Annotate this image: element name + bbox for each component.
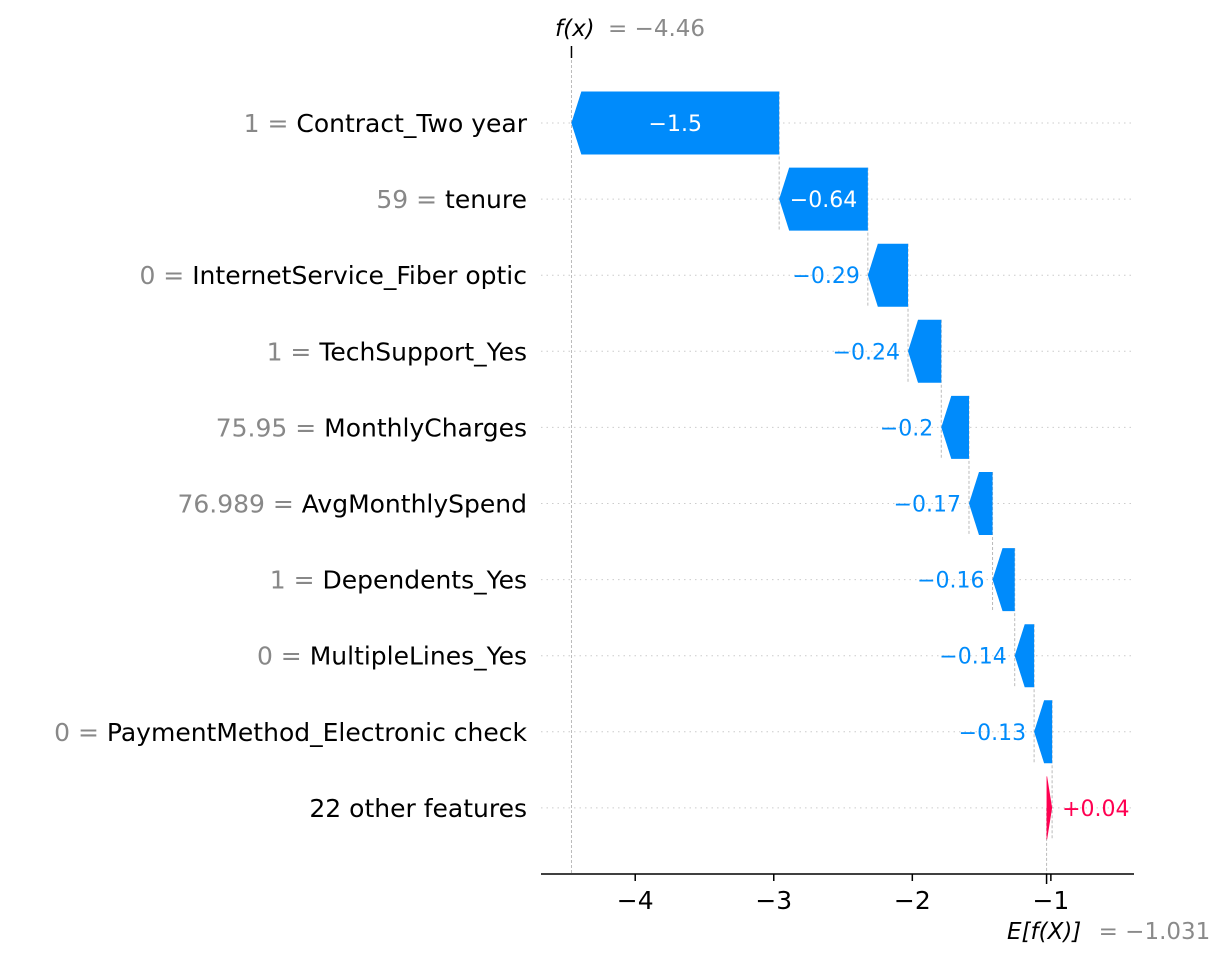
expected-value-label: E[f(X)] bbox=[1007, 919, 1081, 945]
expected-value-value: = −1.031 bbox=[1099, 919, 1211, 945]
waterfall-bar bbox=[867, 243, 909, 307]
feature-label: 1 = Contract_Two year bbox=[244, 109, 528, 138]
feature-name: TechSupport_Yes bbox=[318, 337, 527, 366]
feature-name: Dependents_Yes bbox=[322, 566, 527, 595]
bar-value-label: −0.14 bbox=[939, 645, 1006, 670]
feature-value: 1 = bbox=[267, 337, 320, 366]
feature-name: InternetService_Fiber optic bbox=[192, 261, 527, 290]
waterfall-bar bbox=[992, 548, 1015, 612]
feature-label: 0 = PaymentMethod_Electronic check bbox=[54, 718, 527, 747]
waterfall-bar bbox=[1046, 776, 1053, 840]
feature-name: 22 other features bbox=[309, 794, 527, 823]
feature-value: 0 = bbox=[257, 642, 310, 671]
waterfall-bar bbox=[571, 91, 780, 155]
feature-name: MultipleLines_Yes bbox=[310, 642, 527, 671]
waterfall-bar bbox=[779, 167, 868, 231]
bar-value-label: −0.13 bbox=[959, 721, 1026, 746]
feature-name: tenure bbox=[445, 185, 527, 214]
waterfall-bar bbox=[1014, 624, 1035, 688]
feature-value: 76.989 = bbox=[177, 490, 301, 519]
bar-value-label: −0.2 bbox=[880, 416, 933, 441]
bar-value-label: −1.5 bbox=[649, 112, 702, 137]
x-tick-label: −3 bbox=[755, 886, 792, 915]
feature-label: 22 other features bbox=[309, 794, 527, 823]
feature-labels: 1 = Contract_Two year 59 = tenure 0 = Inte… bbox=[54, 109, 528, 823]
x-tick-label: −4 bbox=[617, 886, 654, 915]
feature-value: 0 = bbox=[139, 261, 192, 290]
feature-value: 75.95 = bbox=[216, 413, 324, 442]
fx-value: = −4.46 bbox=[608, 16, 705, 42]
feature-label: 76.989 = AvgMonthlySpend bbox=[177, 490, 527, 519]
x-tick-label: −2 bbox=[894, 886, 931, 915]
feature-name: AvgMonthlySpend bbox=[302, 490, 527, 519]
waterfall-bar bbox=[908, 319, 942, 383]
feature-value: 1 = bbox=[270, 566, 323, 595]
feature-label: 59 = tenure bbox=[376, 185, 527, 214]
feature-label: 1 = Dependents_Yes bbox=[270, 566, 527, 595]
reference-lines bbox=[570, 46, 1053, 884]
feature-value: 0 = bbox=[54, 718, 107, 747]
bar-value-label: −0.24 bbox=[833, 340, 900, 365]
waterfall-bar bbox=[1034, 700, 1053, 764]
feature-label: 75.95 = MonthlyCharges bbox=[216, 413, 527, 442]
expected-value-annotation: E[f(X)] = −1.031 bbox=[1007, 919, 1210, 945]
bar-value-label: +0.04 bbox=[1062, 797, 1129, 822]
feature-name: PaymentMethod_Electronic check bbox=[107, 718, 528, 747]
fx-label: f(x) bbox=[555, 16, 595, 42]
bar-value-label: −0.64 bbox=[790, 188, 857, 213]
waterfall-bar bbox=[941, 395, 969, 459]
bar-value-label: −0.29 bbox=[792, 264, 859, 289]
waterfall-bar bbox=[968, 472, 993, 535]
feature-label: 0 = MultipleLines_Yes bbox=[257, 642, 527, 671]
x-tick-label: −1 bbox=[1032, 886, 1069, 915]
fx-annotation: f(x) = −4.46 bbox=[555, 16, 705, 42]
x-axis: −4 −3 −2 −1 bbox=[541, 873, 1134, 915]
feature-name: MonthlyCharges bbox=[324, 413, 527, 442]
feature-value: 59 = bbox=[376, 185, 445, 214]
feature-value: 1 = bbox=[244, 109, 297, 138]
bars-layer: −1.5 −0.64 −0.29 −0.24 −0.2 −0.17 −0.16 −0.14 −0… bbox=[571, 91, 1130, 840]
bar-value-label: −0.16 bbox=[917, 569, 984, 594]
feature-label: 0 = InternetService_Fiber optic bbox=[139, 261, 527, 290]
bar-value-label: −0.17 bbox=[894, 493, 961, 518]
feature-name: Contract_Two year bbox=[296, 109, 527, 138]
feature-label: 1 = TechSupport_Yes bbox=[267, 337, 527, 366]
